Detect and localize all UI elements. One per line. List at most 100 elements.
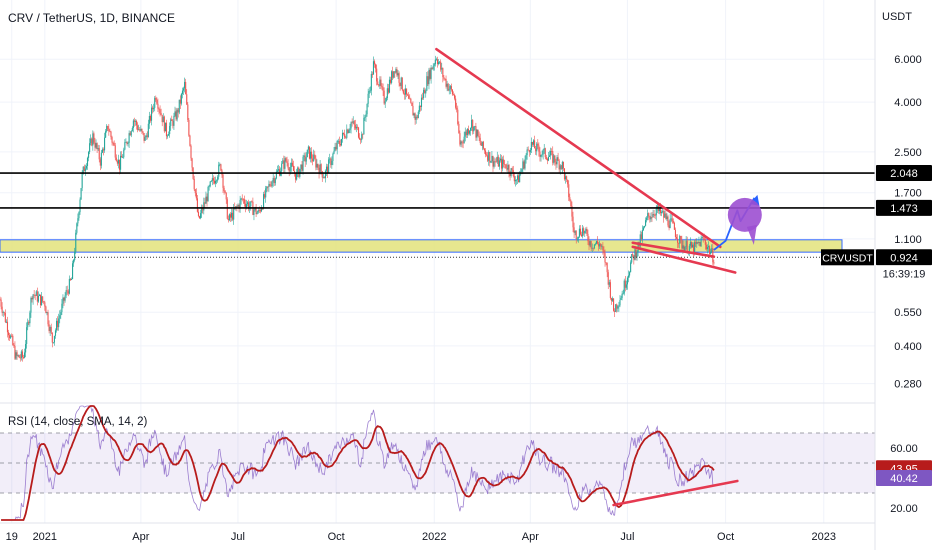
candle-body <box>455 98 457 108</box>
candle-body <box>200 213 202 219</box>
candle-body <box>530 141 532 150</box>
candle-body <box>157 103 159 109</box>
candle-body <box>317 163 319 168</box>
candle-body <box>531 141 534 145</box>
candle-body <box>369 90 371 92</box>
candle-body <box>328 159 330 174</box>
candle-body <box>681 239 683 249</box>
candle-body <box>145 135 147 138</box>
candle-body <box>231 212 233 218</box>
currency-label: USDT <box>882 11 912 23</box>
candle-body <box>86 157 89 166</box>
rsi-line <box>1 405 715 521</box>
candle-body <box>136 120 138 126</box>
candle-body <box>488 151 490 161</box>
candle-body <box>700 237 702 247</box>
candle-body <box>614 310 616 312</box>
candle-body <box>60 312 62 316</box>
candle-body <box>477 129 479 136</box>
candle-body <box>607 272 609 285</box>
candle-body <box>348 130 350 134</box>
candle-body <box>90 138 92 144</box>
candle-body <box>19 357 21 359</box>
candle-body <box>492 155 494 167</box>
candle-body <box>177 109 179 113</box>
candle-body <box>538 145 540 152</box>
candle-body <box>615 304 617 312</box>
candle-body <box>442 68 444 78</box>
candle-body <box>583 228 585 234</box>
candle-body <box>46 312 48 314</box>
candle-body <box>678 242 680 244</box>
candle-body <box>344 134 346 138</box>
time-axis[interactable]: 19 2021 Apr Jul Oct 2022 Apr Jul Oct 2023 <box>6 531 836 543</box>
candle-body <box>218 164 220 177</box>
candle-body <box>202 208 204 211</box>
time-tick-label: 19 <box>6 531 18 543</box>
candle-body <box>498 160 500 167</box>
candle-body <box>272 177 274 182</box>
candle-body <box>686 240 688 253</box>
candle-body <box>0 299 1 301</box>
candle-body <box>675 236 678 239</box>
candle-body <box>684 246 686 252</box>
candle-body <box>403 93 405 95</box>
candle-body <box>277 169 280 171</box>
candle-body <box>556 157 558 165</box>
candle-body <box>268 184 270 187</box>
candle-body <box>654 215 656 216</box>
price-axis[interactable]: 6.000 4.000 2.500 1.700 1.100 0.550 0.400 0.280 <box>894 54 922 390</box>
candle-body <box>148 115 150 124</box>
candle-body <box>505 164 507 169</box>
candle-body <box>42 296 44 302</box>
candle-body <box>3 312 5 313</box>
candle-body <box>368 90 370 94</box>
rsi-axis[interactable]: 60.00 20.00 <box>890 443 918 515</box>
candle-body <box>142 131 144 133</box>
candle-body <box>617 306 619 309</box>
candle-body <box>411 102 413 106</box>
symbol-tag-bg <box>821 249 874 266</box>
candle-body <box>704 239 706 245</box>
candle-body <box>81 172 83 189</box>
candle-body <box>253 209 255 215</box>
price-tick-label: 0.550 <box>894 307 922 319</box>
candle-body <box>581 234 583 237</box>
candle-body <box>441 68 443 70</box>
candle-body <box>619 299 621 306</box>
candle-body <box>29 312 31 324</box>
candle-body <box>701 237 703 238</box>
candle-body <box>534 140 536 149</box>
time-tick-label: Jul <box>231 531 245 543</box>
candle-body <box>634 249 636 260</box>
candle-body <box>79 199 81 213</box>
candle-body <box>201 208 203 214</box>
candle-body <box>350 122 352 129</box>
candle-body <box>18 355 20 358</box>
candle-body <box>205 196 207 204</box>
candle-body <box>540 155 542 157</box>
candle-body <box>98 148 100 160</box>
candle-body <box>198 216 201 219</box>
candle-body <box>50 326 52 333</box>
candle-body <box>677 238 679 243</box>
candle-body <box>647 213 649 218</box>
candle-body <box>353 121 355 125</box>
candle-body <box>186 94 188 105</box>
candle-body <box>217 176 219 181</box>
candle-body <box>162 116 164 123</box>
candle-body <box>337 140 339 142</box>
candle-body <box>120 155 122 170</box>
candle-body <box>622 293 624 295</box>
rsi-tick-label: 20.00 <box>890 503 918 515</box>
candle-body <box>322 177 324 179</box>
candle-body <box>641 230 643 239</box>
candle-body <box>360 139 362 141</box>
candle-body <box>486 154 488 156</box>
time-tick-label: Apr <box>132 531 149 543</box>
candle-body <box>301 164 303 171</box>
candle-body <box>206 196 208 202</box>
candle-body <box>64 295 66 301</box>
countdown-bg <box>876 265 932 282</box>
candle-body <box>139 129 141 131</box>
